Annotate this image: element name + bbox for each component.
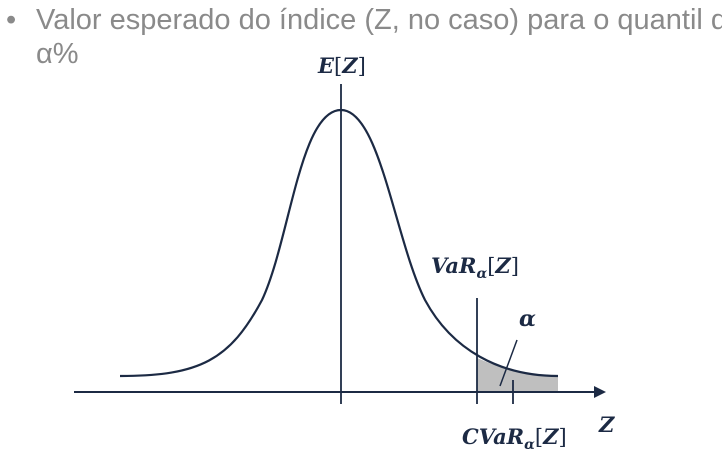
- alpha-label: α: [519, 306, 536, 332]
- bullet-text-line-2: α%: [36, 38, 79, 70]
- tail-area: [477, 358, 558, 392]
- x-axis-arrowhead: [594, 386, 606, 398]
- cvar-label: CVaRα[Z]: [462, 424, 567, 453]
- bullet-marker: •: [6, 4, 17, 36]
- alpha-pointer: [499, 339, 518, 387]
- mean-label: E[Z]: [317, 53, 366, 78]
- bullet-text-line-1: Valor esperado do índice (Z, no caso) pa…: [36, 4, 722, 36]
- var-label: VaRα[Z]: [431, 253, 519, 282]
- x-axis-label: Z: [598, 412, 615, 437]
- density-curve: [119, 108, 559, 378]
